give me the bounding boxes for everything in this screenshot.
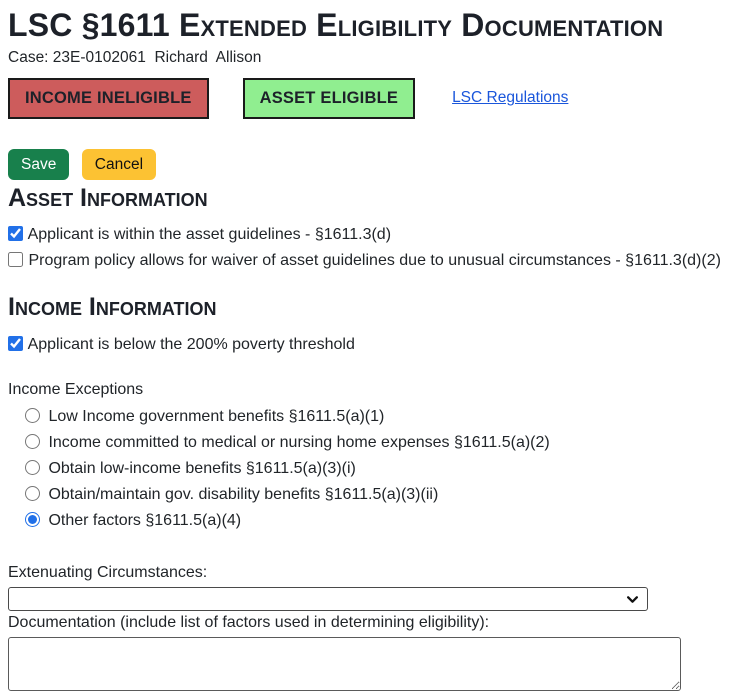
documentation-textarea[interactable] <box>8 636 681 691</box>
form-action-row: Save Cancel <box>8 148 739 180</box>
disability-benefits-label: Obtain/maintain gov. disability benefits… <box>48 485 439 503</box>
poverty-threshold-label: Applicant is below the 200% poverty thre… <box>27 335 355 353</box>
extenuating-circumstances-field <box>8 586 648 611</box>
income-exceptions-label: Income Exceptions <box>8 380 144 398</box>
radio-row-obtain-low-income: Obtain low-income benefits §1611.5(a)(3)… <box>25 459 739 478</box>
documentation-label: Documentation (include list of factors u… <box>8 613 490 631</box>
other-factors-label: Other factors §1611.5(a)(4) <box>48 511 242 529</box>
radio-row-disability-benefits: Obtain/maintain gov. disability benefits… <box>25 485 739 504</box>
poverty-threshold-checkbox-row: Applicant is below the 200% poverty thre… <box>8 335 739 355</box>
extenuating-circumstances-label: Extenuating Circumstances: <box>8 563 208 581</box>
radio-row-low-income-benefits: Low Income government benefits §1611.5(a… <box>25 407 739 426</box>
save-button[interactable]: Save <box>8 148 70 180</box>
radio-row-other-factors: Other factors §1611.5(a)(4) <box>25 511 739 530</box>
radio-row-medical-expenses: Income committed to medical or nursing h… <box>25 433 739 452</box>
asset-guidelines-checkbox-row: Applicant is within the asset guidelines… <box>8 225 739 245</box>
medical-expenses-radio[interactable] <box>25 433 40 449</box>
asset-information-heading: Asset Information <box>8 183 208 212</box>
other-factors-radio[interactable] <box>25 511 40 527</box>
income-status-badge: INCOME INELIGIBLE <box>8 77 209 119</box>
disability-benefits-radio[interactable] <box>25 485 40 501</box>
page-title: LSC §1611 Extended Eligibility Documenta… <box>8 7 664 43</box>
medical-expenses-label: Income committed to medical or nursing h… <box>48 433 550 451</box>
obtain-low-income-label: Obtain low-income benefits §1611.5(a)(3)… <box>48 459 356 477</box>
income-exceptions-radio-group: Low Income government benefits §1611.5(a… <box>25 407 739 530</box>
extenuating-circumstances-select[interactable] <box>8 586 648 611</box>
asset-waiver-label: Program policy allows for waiver of asse… <box>28 252 721 270</box>
asset-guidelines-label: Applicant is within the asset guidelines… <box>27 226 392 244</box>
obtain-low-income-radio[interactable] <box>25 459 40 475</box>
low-income-benefits-radio[interactable] <box>25 407 40 423</box>
asset-guidelines-checkbox[interactable] <box>8 226 23 242</box>
cancel-button[interactable]: Cancel <box>81 148 157 180</box>
asset-waiver-checkbox-row: Program policy allows for waiver of asse… <box>8 251 739 271</box>
asset-status-badge: ASSET ELIGIBLE <box>242 77 416 119</box>
low-income-benefits-label: Low Income government benefits §1611.5(a… <box>48 407 385 425</box>
case-info: Case: 23E-0102061 Richard Allison <box>8 48 262 66</box>
status-badge-row: INCOME INELIGIBLE ASSET ELIGIBLE LSC Reg… <box>8 77 739 119</box>
lsc-regulations-link[interactable]: LSC Regulations <box>452 89 569 107</box>
income-information-heading: Income Information <box>8 293 217 322</box>
poverty-threshold-checkbox[interactable] <box>8 335 23 351</box>
asset-waiver-checkbox[interactable] <box>8 252 23 268</box>
